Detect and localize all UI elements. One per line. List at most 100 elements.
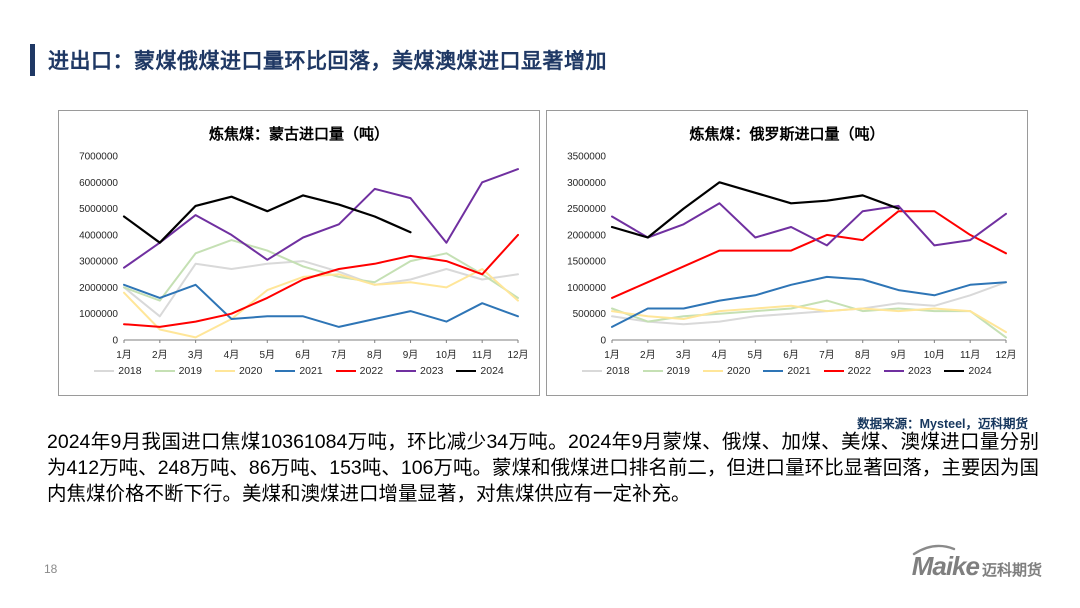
chart-legend-mongolia: 2018 2019 2020 2021 2022 2023 2024 [94,365,504,377]
legend-label-2023: 2023 [420,365,444,377]
svg-text:6月: 6月 [783,349,799,361]
logo-text: Maike [911,551,980,581]
svg-text:1月: 1月 [116,349,132,361]
legend-item-2021: 2021 [275,365,323,377]
svg-text:1500000: 1500000 [567,257,606,268]
svg-text:9月: 9月 [891,349,907,361]
legend-item-2022: 2022 [823,365,872,377]
svg-text:500000: 500000 [573,309,607,320]
legend-item-2023: 2023 [884,365,931,377]
svg-text:3月: 3月 [676,349,692,361]
legend-swatch-2022 [335,370,356,372]
svg-text:2000000: 2000000 [567,230,606,241]
legend-label-2018: 2018 [118,365,142,377]
legend-item-2020: 2020 [702,365,751,377]
svg-text:10月: 10月 [924,349,945,361]
svg-text:8月: 8月 [367,349,383,361]
title-row: 进出口：蒙煤俄煤进口量环比回落，美煤澳煤进口显著增加 [30,44,607,76]
logo-swoosh-icon [912,544,955,556]
legend-label-2018: 2018 [606,365,630,377]
legend-item-2023: 2023 [396,365,443,377]
series-line-2019 [123,239,519,302]
svg-text:6000000: 6000000 [79,178,118,189]
svg-text:12月: 12月 [507,349,528,361]
svg-text:5000000: 5000000 [79,204,118,215]
data-source-note: 数据来源：Mysteel，迈科期货 [857,417,1028,431]
svg-text:5月: 5月 [747,349,763,361]
legend-item-2020: 2020 [214,365,263,377]
page-title: 进出口：蒙煤俄煤进口量环比回落，美煤澳煤进口显著增加 [48,50,607,73]
series-line-2023 [123,168,519,269]
svg-text:2500000: 2500000 [567,204,606,215]
legend-swatch-2021 [275,370,296,372]
svg-text:7月: 7月 [331,349,347,361]
series-line-2022 [123,233,519,328]
svg-text:9月: 9月 [403,349,419,361]
legend-swatch-2021 [763,370,784,372]
series-line-2024 [610,181,900,239]
legend-label-2020: 2020 [238,365,263,377]
legend-label-2024: 2024 [480,365,504,377]
svg-text:3月: 3月 [188,349,204,361]
svg-text:2月: 2月 [152,349,168,361]
series-line-2023 [611,202,1007,247]
svg-text:1月: 1月 [604,349,620,361]
svg-text:4000000: 4000000 [79,230,118,241]
legend-label-2022: 2022 [359,365,384,377]
legend-item-2024: 2024 [456,365,504,377]
legend-label-2024: 2024 [968,365,992,377]
svg-text:12月: 12月 [995,349,1016,361]
line-chart-russia: 0 500000 1000000 1500000 2000000 2500000 30000… [567,152,1017,362]
legend-item-2024: 2024 [944,365,992,377]
legend-swatch-2018 [94,370,115,372]
logo-chinese-text: 迈科期货 [981,562,1042,579]
legend-swatch-2024 [944,370,965,372]
svg-text:2月: 2月 [640,349,656,361]
series-line-2021 [123,283,519,328]
svg-text:0: 0 [112,336,118,347]
series-line-2020 [123,268,519,339]
svg-text:1000000: 1000000 [79,309,118,320]
svg-text:8月: 8月 [855,349,871,361]
legend-swatch-2023 [884,370,905,372]
svg-text:4月: 4月 [712,349,728,361]
maike-logo: Maike 迈科期货 [911,544,1042,582]
legend-label-2019: 2019 [666,365,690,377]
legend-item-2021: 2021 [763,365,811,377]
legend-swatch-2023 [396,370,417,372]
legend-label-2023: 2023 [908,365,932,377]
legend-swatch-2022 [823,370,844,372]
legend-label-2021: 2021 [299,365,323,377]
legend-label-2022: 2022 [847,365,872,377]
legend-swatch-2020 [702,370,723,372]
chart-legend-russia: 2018 2019 2020 2021 2022 2023 2024 [582,365,992,377]
legend-swatch-2019 [642,370,663,372]
series-line-2020 [611,304,1007,334]
legend-label-2021: 2021 [787,365,811,377]
title-accent-bar [30,44,35,76]
series-line-2018 [611,281,1007,326]
series-line-2021 [611,275,1007,328]
legend-item-2018: 2018 [582,365,630,377]
legend-label-2020: 2020 [726,365,751,377]
svg-text:7月: 7月 [819,349,835,361]
series-line-2019 [611,299,1007,339]
svg-text:3500000: 3500000 [567,152,606,163]
legend-swatch-2024 [456,370,477,372]
chart-panel-russia-imports: 炼焦煤：俄罗斯进口量（吨） 0 500000 1000000 1500000 20000… [546,110,1028,396]
chart-panel-mongolia-imports: 炼焦煤：蒙古进口量（吨） 0 1000000 2000000 3000000 40000… [58,110,540,396]
legend-label-2019: 2019 [178,365,202,377]
legend-item-2019: 2019 [642,365,690,377]
svg-text:0: 0 [600,336,606,347]
legend-swatch-2019 [154,370,175,372]
svg-text:5月: 5月 [259,349,275,361]
logo-wordmark: Maike [911,544,980,582]
line-chart-mongolia: 0 1000000 2000000 3000000 4000000 5000000 6000… [79,152,529,362]
svg-text:11月: 11月 [960,349,980,361]
legend-swatch-2018 [582,370,603,372]
svg-text:6月: 6月 [295,349,311,361]
svg-text:3000000: 3000000 [79,257,118,268]
svg-text:1000000: 1000000 [567,283,606,294]
legend-item-2022: 2022 [335,365,384,377]
series-line-2024 [122,194,412,244]
